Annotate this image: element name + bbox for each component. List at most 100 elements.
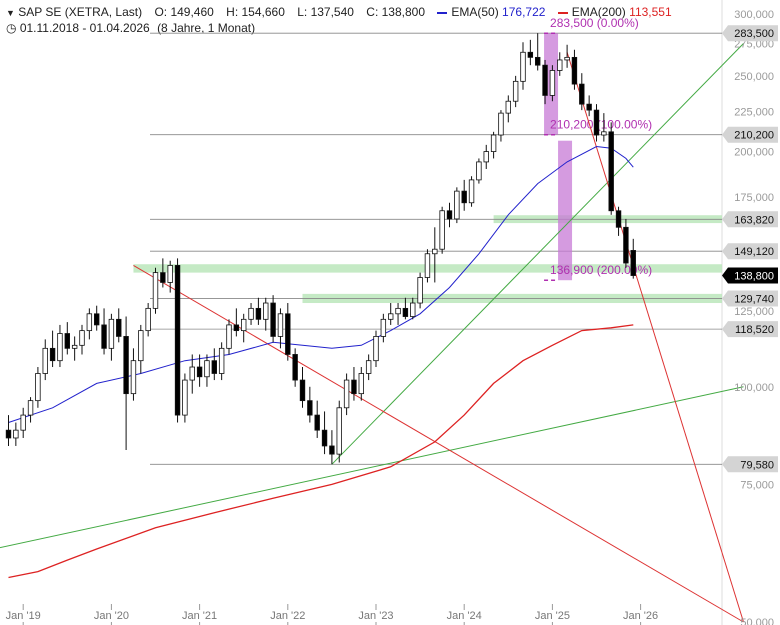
candle	[520, 42, 526, 90]
level-price-tag: 163,820	[722, 211, 778, 228]
candle	[579, 73, 585, 111]
candle	[615, 206, 622, 236]
candle-body	[5, 429, 12, 439]
candle	[35, 367, 41, 408]
level-price-tag-shape	[722, 243, 778, 260]
level-price-tag-shape	[722, 290, 778, 307]
candle	[189, 354, 195, 394]
candle	[593, 104, 600, 142]
candle	[130, 348, 137, 401]
x-tick-label: Jan '24	[447, 610, 482, 622]
candle-body	[395, 307, 401, 315]
candle-body	[299, 379, 306, 402]
y-tick-label: 275,000	[734, 39, 774, 51]
ema200-line	[8, 324, 634, 579]
candle-body	[71, 344, 78, 349]
last-price-tag-shape	[722, 267, 778, 284]
candle-body	[116, 318, 122, 337]
candle	[285, 303, 291, 361]
candle	[402, 297, 409, 320]
candle	[557, 52, 563, 76]
ema50-label: EMA(50)	[451, 5, 499, 19]
candle	[20, 407, 26, 438]
ema50-value: 176,722	[502, 5, 546, 19]
candle	[211, 348, 217, 381]
high-value: H: 154,660	[226, 5, 285, 19]
candle-body	[35, 373, 41, 402]
close-value: C: 138,800	[366, 5, 426, 19]
candle-body	[387, 313, 394, 320]
candle	[94, 305, 100, 331]
chart-header: ▼ SAP SE (XETRA, Last) O: 149,460 H: 154…	[0, 0, 720, 40]
level-price-tag-label: 283,500	[734, 28, 774, 40]
candle	[329, 430, 335, 465]
candle	[380, 313, 387, 343]
ema200-label: EMA(200)	[571, 5, 626, 19]
y-tick-label: 75,000	[740, 479, 774, 491]
candle-body	[365, 360, 372, 374]
candle	[432, 227, 438, 283]
candle-body	[248, 307, 254, 320]
x-tick-label: Jan '22	[270, 610, 305, 622]
candle-body	[402, 307, 409, 317]
candle-body	[49, 347, 56, 362]
candle	[571, 49, 578, 90]
candle-body	[454, 190, 460, 220]
candle-body	[623, 226, 629, 264]
y-tick-label: 300,000	[734, 9, 774, 21]
fibonacci-extension: 283,500 (0.00%) 210,200 (100.00%) 136,900 …	[544, 16, 652, 281]
level-price-tag-label: 210,200	[734, 130, 774, 142]
candle-body	[329, 445, 335, 455]
candle	[630, 238, 636, 279]
fib-level-label: 283,500 (0.00%)	[550, 16, 639, 30]
candle	[86, 308, 93, 340]
candle-body	[189, 366, 195, 381]
candle-body	[255, 307, 262, 320]
candle	[270, 295, 276, 343]
candle	[71, 336, 78, 361]
candle-body	[549, 70, 556, 96]
candle-body	[380, 318, 387, 337]
horizontal-levels	[150, 32, 722, 465]
candle	[454, 187, 460, 224]
x-tick-label: Jan '26	[623, 610, 658, 622]
candle-body	[432, 248, 438, 255]
level-price-tag-shape	[722, 321, 778, 338]
candle-body	[307, 400, 313, 416]
candle-body	[204, 360, 210, 378]
candle	[468, 176, 475, 207]
trendline	[133, 264, 744, 623]
candle	[336, 400, 342, 463]
candle	[101, 308, 107, 355]
candle	[535, 33, 541, 71]
collapse-arrow-icon[interactable]: ▼	[6, 8, 15, 18]
level-price-tag-label: 118,520	[735, 324, 774, 336]
last-price-tag-label: 138,800	[734, 271, 774, 283]
candle	[314, 400, 320, 438]
candle-body	[601, 131, 607, 136]
candle	[182, 373, 188, 423]
candle-body	[64, 333, 70, 349]
candle-body	[630, 250, 636, 276]
y-axis: 300,000 275,000 250,000 225,000 200,000 175,0…	[734, 9, 774, 625]
candle-body	[240, 318, 247, 332]
candle	[424, 249, 431, 283]
x-tick-label: Jan '21	[182, 610, 217, 622]
candle-body	[20, 414, 26, 431]
candle	[64, 322, 70, 355]
candle	[108, 313, 115, 361]
candle-body	[196, 366, 203, 378]
candle	[240, 313, 247, 343]
candle	[248, 303, 254, 325]
candle	[446, 202, 453, 228]
level-price-tag-shape	[722, 456, 778, 473]
candle	[505, 95, 511, 123]
candle-body	[461, 190, 467, 204]
last-price-tag: 138,800	[722, 267, 778, 284]
candle	[204, 354, 210, 387]
level-price-tag-shape	[722, 211, 778, 228]
candle-body	[557, 59, 563, 71]
header-line-range: ◷ 01.11.2018 - 01.04.2026 (8 Jahre, 1 Mo…	[6, 21, 255, 35]
candle	[387, 303, 394, 325]
